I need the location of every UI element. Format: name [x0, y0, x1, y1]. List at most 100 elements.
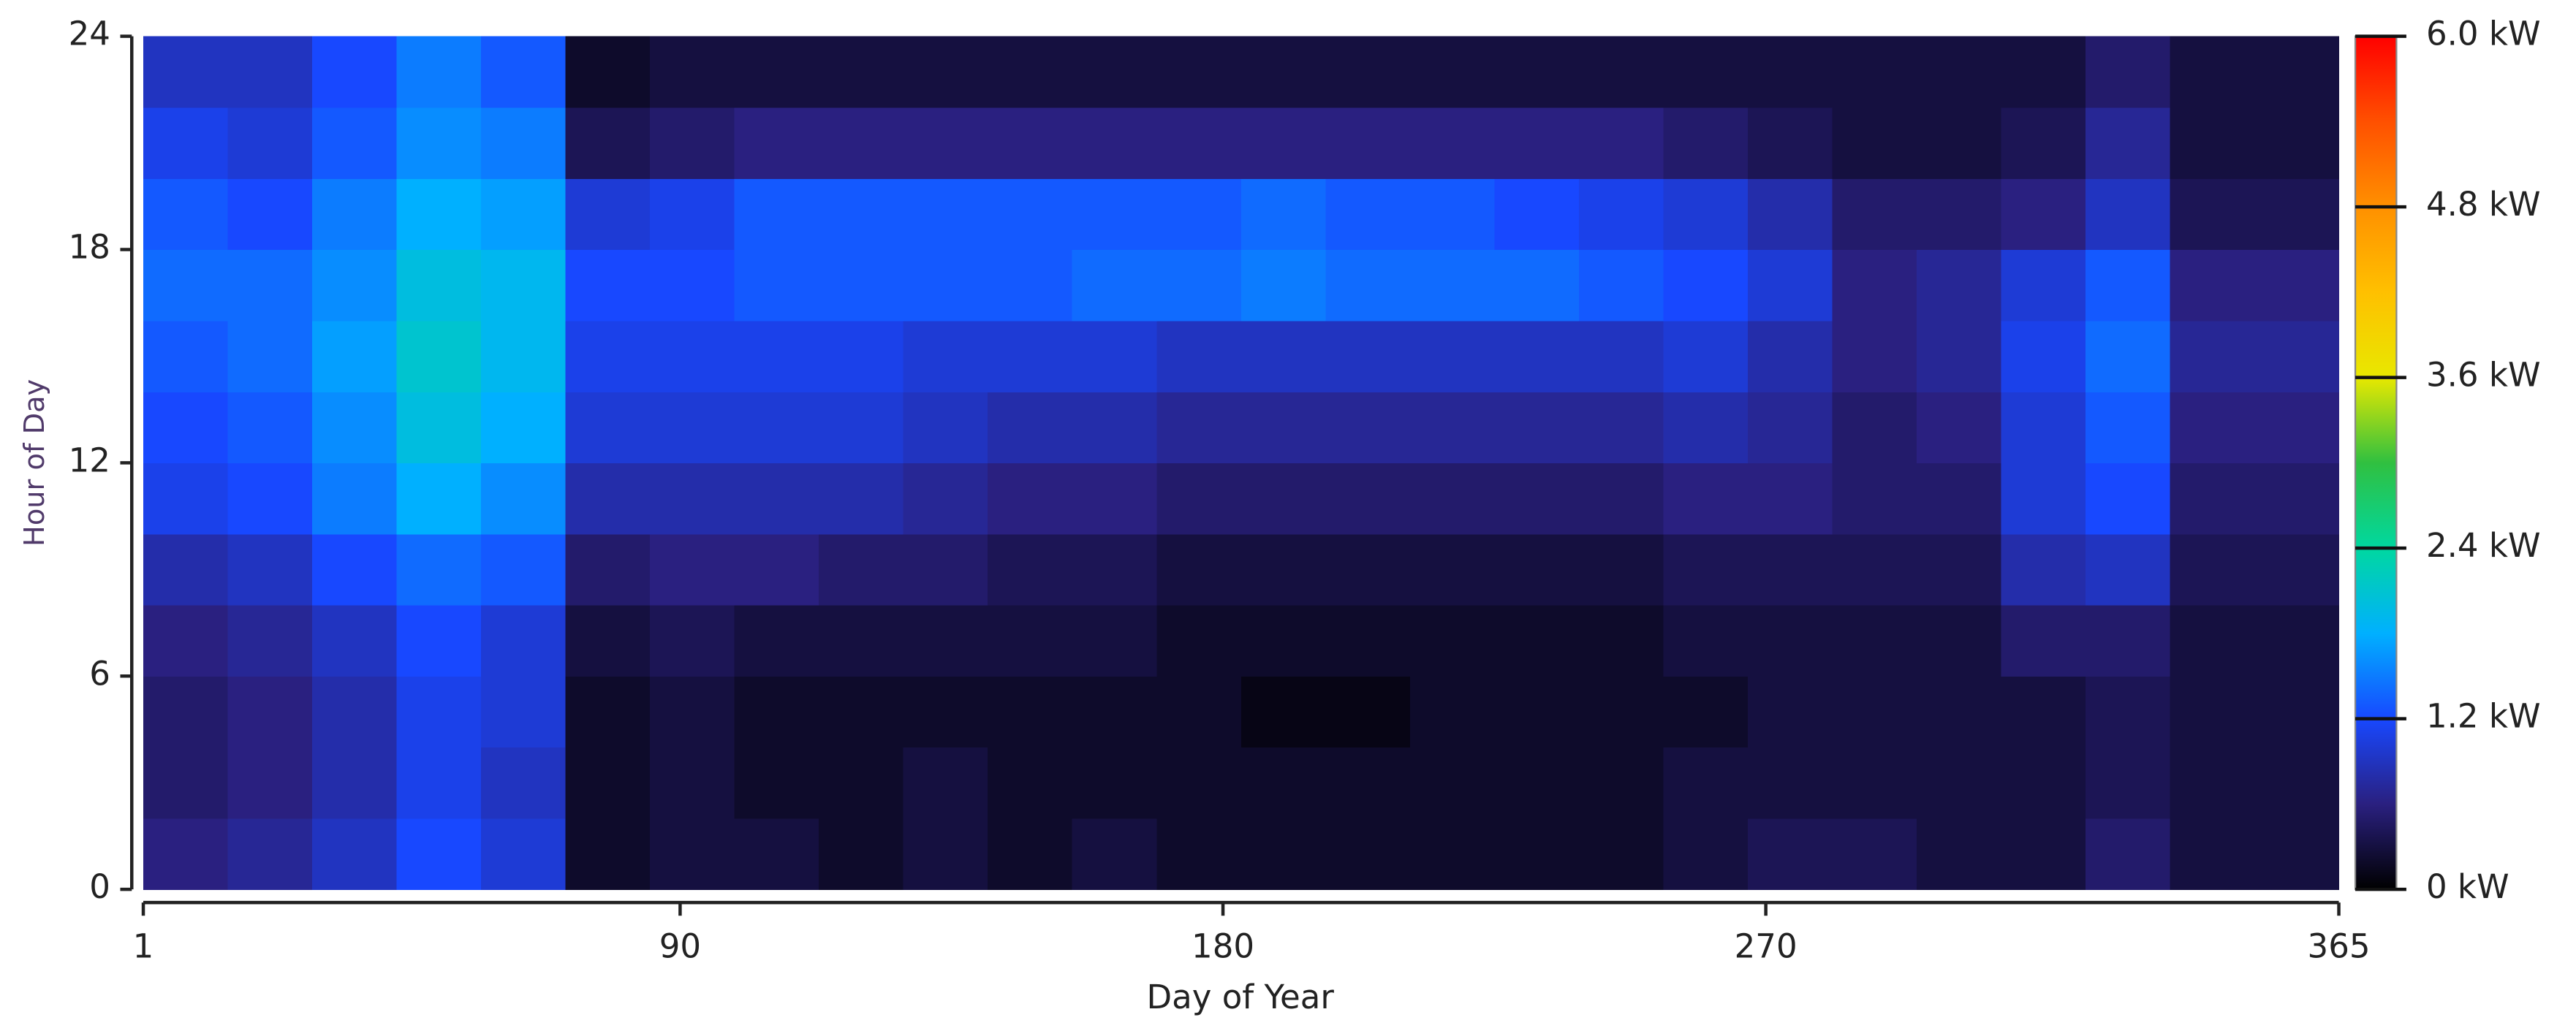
heat-cell [312, 818, 398, 890]
heat-cell [2085, 320, 2171, 392]
heat-cell [650, 463, 735, 535]
heat-cell [1832, 107, 1917, 179]
heat-cell [1663, 392, 1749, 464]
heat-cell [734, 676, 819, 748]
heat-cell [2001, 107, 2086, 179]
heat-cell [312, 463, 398, 535]
heat-cell [1325, 36, 1411, 108]
heat-cell [481, 320, 567, 392]
heat-cell [1747, 392, 1833, 464]
heat-cell [650, 107, 735, 179]
heat-cell [227, 604, 313, 677]
heat-cell [312, 533, 398, 606]
heat-cell [1578, 107, 1664, 179]
heat-cell [1156, 818, 1242, 890]
heat-cell [1240, 392, 1326, 464]
heat-cell [1578, 818, 1664, 890]
heat-cell [227, 818, 313, 890]
heat-cell [819, 320, 904, 392]
heat-cell [1663, 178, 1749, 251]
heat-cell [650, 36, 735, 108]
heat-cell [1494, 747, 1580, 819]
heat-cell [2001, 178, 2086, 251]
heat-cell [1663, 533, 1749, 606]
heat-cell [2254, 392, 2340, 464]
colorbar-tick-label: 0 kW [2426, 867, 2509, 906]
heat-cell [396, 604, 482, 677]
heat-cell [734, 249, 819, 322]
heat-cell [1832, 178, 1917, 251]
heat-cell [1494, 818, 1580, 890]
heat-cell [650, 818, 735, 890]
heat-cell [565, 604, 651, 677]
heat-cell [565, 178, 651, 251]
heat-cell [988, 604, 1073, 677]
heat-cell [2085, 36, 2171, 108]
heat-cell [396, 747, 482, 819]
heat-cell [1663, 747, 1749, 819]
heat-cell [903, 178, 988, 251]
heat-cell [2170, 107, 2255, 179]
heat-cell [1325, 178, 1411, 251]
heat-cell [734, 604, 819, 677]
heat-cell [312, 747, 398, 819]
heat-cell [819, 249, 904, 322]
heat-cell [1494, 36, 1580, 108]
heat-cell [903, 818, 988, 890]
heat-cell [1494, 107, 1580, 179]
heat-cell [1578, 747, 1664, 819]
heat-cell [2170, 392, 2255, 464]
heat-cell [819, 818, 904, 890]
heat-cell [2085, 107, 2171, 179]
heat-cell [2170, 818, 2255, 890]
heat-cell [819, 604, 904, 677]
heat-cell [1072, 533, 1157, 606]
heat-cell [2254, 818, 2340, 890]
x-tick-label: 90 [659, 927, 701, 965]
heat-cell [2170, 676, 2255, 748]
heat-cell [2254, 178, 2340, 251]
heat-cell [2085, 178, 2171, 251]
x-tick-label: 1 [133, 927, 154, 965]
colorbar [2354, 35, 2398, 891]
heat-cell [1832, 463, 1917, 535]
heat-cell [143, 249, 229, 322]
heat-cell [396, 676, 482, 748]
heat-cell [1156, 747, 1242, 819]
heat-cell [143, 320, 229, 392]
heat-cell [1747, 320, 1833, 392]
heat-cell [734, 818, 819, 890]
heat-cell [2170, 320, 2255, 392]
heat-cell [2170, 249, 2255, 322]
y-tick-label: 24 [69, 15, 110, 53]
heat-cell [481, 533, 567, 606]
heat-cell [2001, 533, 2086, 606]
heat-cell [1747, 463, 1833, 535]
heat-cell [1494, 178, 1580, 251]
heat-cell [396, 36, 482, 108]
heat-cell [2001, 818, 2086, 890]
heat-cell [650, 533, 735, 606]
heat-cell [1578, 36, 1664, 108]
heat-cell [143, 533, 229, 606]
heat-cell [481, 178, 567, 251]
heat-cell [819, 747, 904, 819]
heat-cell [1156, 676, 1242, 748]
heat-cell [2254, 249, 2340, 322]
x-tick-label: 270 [1735, 927, 1797, 965]
heat-cell [143, 676, 229, 748]
heat-cell [227, 36, 313, 108]
heat-cell [903, 36, 988, 108]
heat-cell [1409, 533, 1496, 606]
heat-cell [2085, 533, 2171, 606]
heat-cell [1916, 818, 2002, 890]
heat-cell [1409, 249, 1496, 322]
colorbar-tick-label: 1.2 kW [2426, 697, 2541, 736]
heat-cell [143, 604, 229, 677]
heat-cell [1578, 676, 1664, 748]
heat-cell [565, 249, 651, 322]
heat-cell [1663, 107, 1749, 179]
heat-cell [2085, 676, 2171, 748]
heat-cell [1240, 463, 1326, 535]
heat-cell [1747, 747, 1833, 819]
